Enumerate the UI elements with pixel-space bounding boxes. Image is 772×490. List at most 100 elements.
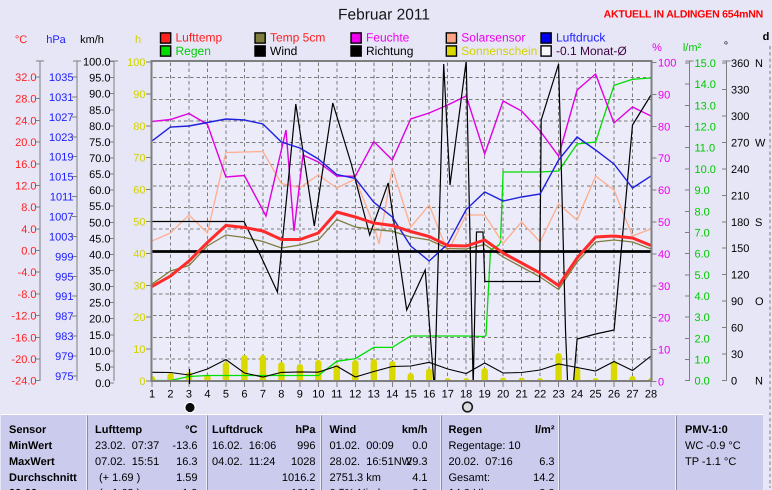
svg-text:1028: 1028 [291, 456, 315, 468]
svg-text:0.5% Nied: 0.5% Nied [330, 488, 381, 490]
svg-text:h: h [135, 34, 141, 46]
svg-text:70.0: 70.0 [89, 153, 110, 165]
svg-text:11: 11 [331, 389, 342, 401]
svg-text:70: 70 [658, 153, 670, 165]
svg-text:15.0: 15.0 [695, 58, 716, 70]
svg-text:1027: 1027 [49, 112, 73, 124]
svg-text:100: 100 [658, 58, 676, 70]
svg-text:N: N [755, 58, 763, 70]
svg-text:991: 991 [55, 291, 73, 303]
svg-text:00:00: 00:00 [9, 488, 37, 490]
svg-text:°: ° [724, 40, 728, 52]
svg-text:Lufttemp: Lufttemp [95, 424, 142, 436]
svg-text:70: 70 [133, 153, 145, 165]
svg-text:9: 9 [297, 389, 303, 401]
svg-text:8: 8 [278, 389, 284, 401]
svg-text:55.0: 55.0 [89, 201, 110, 213]
svg-text:-1.9: -1.9 [179, 488, 198, 490]
svg-text:Regentage: 10: Regentage: 10 [449, 440, 521, 452]
svg-text:1031: 1031 [49, 92, 73, 104]
svg-text:4.1: 4.1 [412, 472, 427, 484]
svg-text:Sensor: Sensor [9, 424, 47, 436]
svg-text:23.02. 07:37: 23.02. 07:37 [95, 440, 159, 452]
svg-text:90.0: 90.0 [89, 89, 110, 101]
svg-text:20.0: 20.0 [15, 137, 36, 149]
svg-text:0: 0 [731, 375, 737, 387]
svg-text:100.0: 100.0 [83, 57, 111, 69]
svg-text:1015: 1015 [49, 172, 73, 184]
svg-text:S: S [755, 217, 762, 229]
svg-text:16: 16 [423, 389, 435, 401]
svg-text:35.0: 35.0 [89, 266, 110, 278]
svg-text:120: 120 [731, 270, 749, 282]
svg-text:28.0: 28.0 [15, 94, 36, 106]
svg-text:2.0: 2.0 [695, 333, 710, 345]
svg-text:975: 975 [55, 371, 73, 383]
svg-text:50: 50 [658, 217, 670, 229]
svg-text:20: 20 [658, 313, 670, 325]
svg-text:10: 10 [312, 389, 324, 401]
svg-text:20.0: 20.0 [89, 314, 110, 326]
svg-text:1019: 1019 [49, 152, 73, 164]
svg-text:90: 90 [133, 89, 145, 101]
svg-text:60: 60 [658, 185, 670, 197]
svg-text:1007: 1007 [49, 212, 73, 224]
svg-text:1010: 1010 [291, 488, 315, 490]
svg-text:30: 30 [731, 349, 743, 361]
svg-text:2751.3 km: 2751.3 km [330, 472, 381, 484]
svg-text:25: 25 [589, 389, 601, 401]
svg-text:80: 80 [133, 121, 145, 133]
svg-text:km/h: km/h [80, 34, 104, 46]
svg-text:40: 40 [133, 248, 145, 260]
svg-text:32.0: 32.0 [15, 72, 36, 84]
svg-text:12: 12 [349, 389, 361, 401]
svg-text:240: 240 [731, 164, 749, 176]
svg-text:Durchschnitt: Durchschnitt [9, 472, 77, 484]
svg-text:18: 18 [460, 389, 472, 401]
svg-text:19: 19 [479, 389, 491, 401]
svg-text:0.0: 0.0 [412, 488, 427, 490]
svg-text:%: % [652, 42, 662, 54]
svg-text:11.0: 11.0 [695, 143, 716, 155]
svg-text:26: 26 [608, 389, 620, 401]
svg-text:Temp 5cm: Temp 5cm [270, 31, 325, 45]
svg-text:21: 21 [516, 389, 528, 401]
svg-text:-13.6: -13.6 [172, 440, 197, 452]
svg-text:-4.0: -4.0 [18, 267, 37, 279]
svg-text:16.0: 16.0 [15, 159, 36, 171]
svg-text:983: 983 [55, 331, 73, 343]
svg-text:16.02. 16:06: 16.02. 16:06 [212, 440, 276, 452]
svg-text:l/m²: l/m² [683, 42, 702, 54]
svg-text:50.0: 50.0 [89, 217, 110, 229]
svg-text:45.0: 45.0 [89, 233, 110, 245]
svg-text:40.0: 40.0 [89, 249, 110, 261]
svg-text:12.0: 12.0 [15, 180, 36, 192]
svg-text:9.0: 9.0 [695, 185, 710, 197]
svg-text:0: 0 [658, 377, 664, 389]
svg-text:20: 20 [497, 389, 509, 401]
svg-text:Solarsensor: Solarsensor [461, 31, 525, 45]
svg-text:25.0: 25.0 [89, 298, 110, 310]
svg-text:15: 15 [405, 389, 417, 401]
svg-text:180: 180 [731, 217, 749, 229]
svg-text:°C: °C [185, 424, 197, 436]
svg-text:90: 90 [731, 296, 743, 308]
svg-text:150: 150 [731, 243, 749, 255]
svg-text:7: 7 [260, 389, 266, 401]
svg-text:6.0: 6.0 [695, 249, 710, 261]
svg-text:979: 979 [55, 351, 73, 363]
svg-text:Wind: Wind [270, 44, 297, 58]
svg-text:Luftdruck: Luftdruck [556, 31, 606, 45]
svg-text:Februar 2011: Februar 2011 [338, 7, 430, 24]
svg-text:Gesamt:: Gesamt: [449, 472, 491, 484]
svg-text:1023: 1023 [49, 132, 73, 144]
svg-text:4: 4 [204, 389, 210, 401]
svg-text:07.02. 15:51: 07.02. 15:51 [95, 456, 159, 468]
svg-text:TP -1.1 °C: TP -1.1 °C [685, 456, 736, 468]
svg-text:5.0: 5.0 [95, 362, 110, 374]
svg-text:MaxWert: MaxWert [9, 456, 55, 468]
svg-text:-24.0: -24.0 [11, 376, 36, 388]
svg-text:-16.0: -16.0 [11, 332, 36, 344]
svg-text:Sonnenschein: Sonnenschein [461, 44, 537, 58]
svg-text:0.0: 0.0 [539, 488, 554, 490]
